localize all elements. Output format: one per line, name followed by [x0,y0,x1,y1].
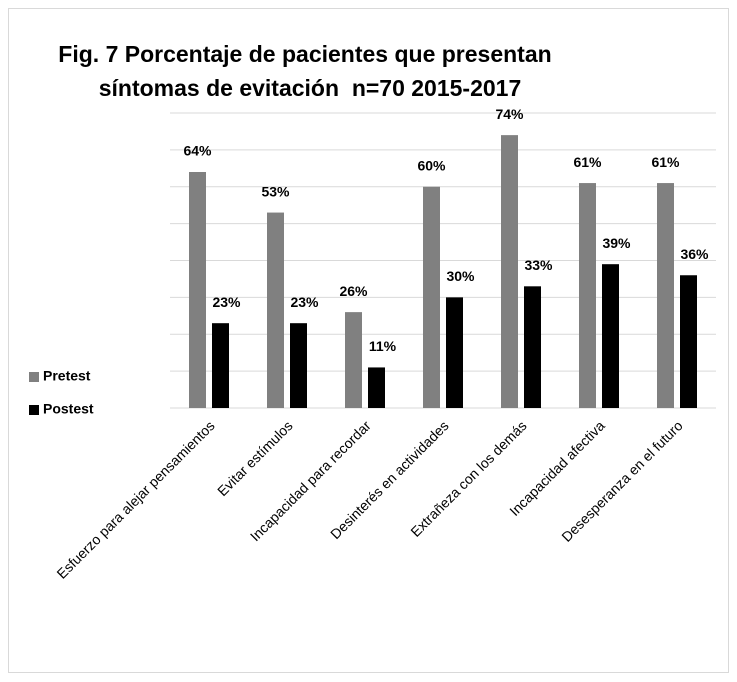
data-label: 61% [573,154,602,170]
data-label: 23% [212,294,241,310]
data-label: 23% [290,294,319,310]
data-label: 39% [602,235,631,251]
bar [345,312,362,408]
bar [680,275,697,408]
legend-swatch [29,372,39,382]
bar [290,323,307,408]
data-label: 61% [651,154,680,170]
legend-label: Postest [43,401,94,417]
bar [446,297,463,408]
bar [212,323,229,408]
bar [501,135,518,408]
data-label: 26% [339,283,368,299]
legend-label: Pretest [43,368,91,384]
bar [189,172,206,408]
data-label: 11% [369,338,397,354]
bar [267,212,284,408]
data-label: 36% [680,246,709,262]
chart-title: Fig. 7 Porcentaje de pacientes que prese… [58,41,551,67]
chart-title: síntomas de evitación n=70 2015-2017 [99,75,522,101]
legend-swatch [29,405,39,415]
data-label: 74% [495,106,524,122]
data-label: 60% [417,157,446,173]
data-label: 53% [261,183,290,199]
bar [423,186,440,408]
data-label: 64% [183,143,212,159]
bar [368,367,385,408]
bar [579,183,596,408]
bar [602,264,619,408]
bar [657,183,674,408]
data-label: 33% [524,257,553,273]
data-label: 30% [446,268,475,284]
bar [524,286,541,408]
